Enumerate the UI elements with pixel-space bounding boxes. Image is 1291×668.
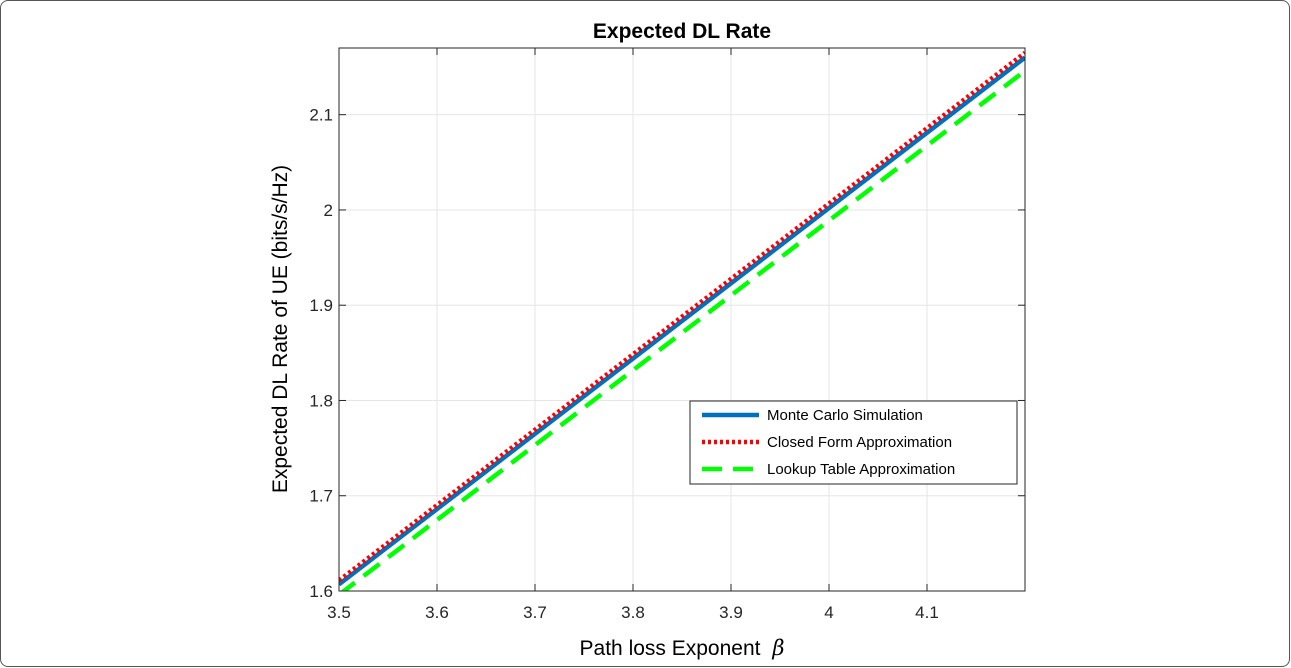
x-axis-title: Path loss Exponent β (580, 636, 785, 660)
legend-label: Lookup Table Approximation (767, 461, 955, 478)
legend-label: Closed Form Approximation (767, 434, 952, 451)
y-tick-label: 1.9 (309, 296, 333, 315)
series-line-closed-form-approximation (339, 53, 1025, 581)
y-axis-title: Expected DL Rate of UE (bits/s/Hz) (269, 165, 292, 493)
y-tick-label: 1.8 (309, 391, 333, 410)
x-tick-label: 3.9 (719, 603, 743, 622)
x-axis-label: Path loss Exponent (580, 637, 761, 660)
y-tick-label: 2 (324, 201, 333, 220)
y-tick-label: 1.7 (309, 487, 333, 506)
series-layer (339, 53, 1025, 595)
x-tick-label: 3.5 (327, 603, 351, 622)
x-tick-label: 3.6 (425, 603, 449, 622)
x-tick-label: 4 (824, 603, 833, 622)
y-tick-label: 1.6 (309, 582, 333, 601)
series-line-lookup-table-approximation (339, 71, 1025, 595)
x-tick-label: 3.8 (621, 603, 645, 622)
x-tick-label: 4.1 (915, 603, 939, 622)
legend-label: Monte Carlo Simulation (767, 407, 923, 424)
y-tick-label: 2.1 (309, 106, 333, 125)
legend: Monte Carlo Simulation Closed Form Approx… (690, 401, 1017, 484)
x-tick-label: 3.7 (523, 603, 547, 622)
series-line-monte-carlo-simulation (339, 58, 1025, 585)
x-axis-symbol: β (771, 636, 784, 660)
chart-title: Expected DL Rate (593, 20, 771, 43)
